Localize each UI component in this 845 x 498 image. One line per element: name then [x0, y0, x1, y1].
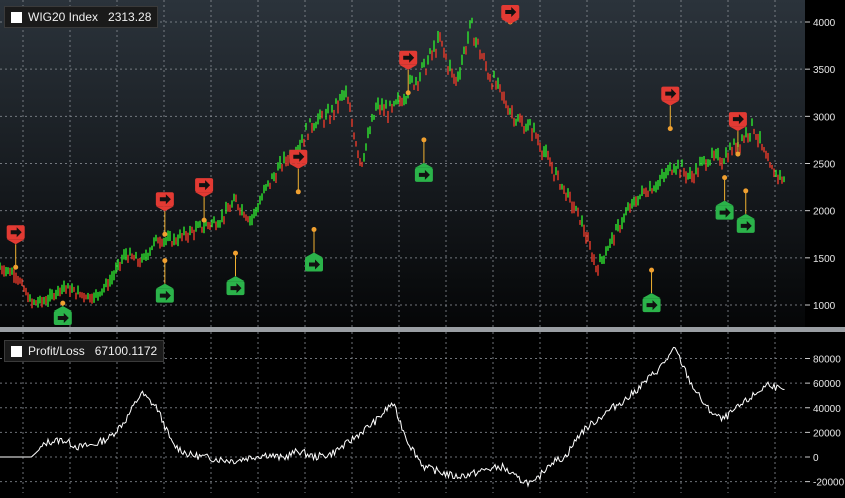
price-axis-tick-label: 3000	[813, 112, 836, 123]
buy-signal-icon	[642, 293, 661, 313]
pnl-axis-tick-label: 0	[813, 453, 819, 464]
sell-signal-icon	[661, 86, 680, 106]
buy-signal-dot	[162, 258, 168, 264]
buy-signal-dot	[233, 250, 238, 256]
price-grid	[0, 0, 805, 327]
sell-signal-icon	[728, 112, 747, 132]
sell-signal-dot	[295, 189, 301, 195]
trade-signals	[6, 5, 755, 325]
buy-signal-dot	[649, 267, 655, 273]
buy-signal-icon	[155, 283, 174, 303]
sell-signal-dot	[201, 217, 207, 223]
pnl-line	[0, 346, 785, 488]
price-series	[0, 17, 785, 309]
pnl-axis-tick-label: 40000	[813, 404, 841, 415]
price-legend-value: 2313.28	[108, 10, 152, 24]
buy-signal-dot	[311, 227, 317, 233]
sell-signal-icon	[155, 192, 174, 212]
panel-divider	[0, 327, 845, 332]
price-legend-swatch	[11, 11, 22, 23]
pnl-grid	[0, 332, 805, 493]
buy-signal-icon	[715, 200, 734, 220]
pnl-axis-tick-label: 60000	[813, 379, 841, 390]
sell-signal-dot	[13, 264, 19, 270]
buy-signal-icon	[53, 306, 72, 325]
price-axis-tick-label: 2000	[813, 207, 836, 218]
sell-signal-icon	[6, 225, 25, 245]
pnl-legend-swatch	[11, 345, 22, 357]
price-axis-tick-label: 4000	[813, 18, 836, 29]
price-axis-tick-label: 3500	[813, 65, 836, 76]
sell-signal-dot	[405, 90, 411, 96]
buy-signal-icon	[414, 162, 433, 182]
buy-signal-dot	[722, 175, 728, 181]
pnl-axis-tick-label: 80000	[813, 355, 841, 366]
price-axis-tick-label: 2500	[813, 160, 836, 171]
pnl-series	[0, 346, 785, 488]
buy-signal-dot	[743, 188, 749, 194]
price-legend: WIG20 Index 2313.28	[4, 6, 159, 28]
buy-signal-icon	[226, 276, 245, 296]
price-axis-tick-label: 1000	[813, 301, 836, 312]
sell-signal-dot	[735, 151, 741, 157]
buy-signal-icon	[305, 252, 323, 272]
pnl-legend: Profit/Loss 67100.1172	[4, 340, 165, 362]
sell-signal-dot	[667, 126, 673, 132]
sell-signal-icon	[399, 50, 418, 70]
sell-signal-icon	[195, 178, 214, 198]
price-legend-label: WIG20 Index	[28, 10, 99, 24]
price-y-axis: 1000 1500 2000 2500 3000 3500 4000	[805, 18, 836, 312]
buy-signal-dot	[60, 300, 66, 306]
sell-signal-icon	[289, 149, 308, 169]
buy-signal-dot	[421, 137, 427, 143]
price-axis-tick-label: 1500	[813, 254, 836, 265]
pnl-legend-value: 67100.1172	[94, 344, 158, 358]
pnl-axis-tick-label: 20000	[813, 428, 841, 439]
buy-signal-icon	[736, 213, 755, 233]
pnl-legend-label: Profit/Loss	[28, 344, 85, 358]
sell-signal-dot	[162, 231, 168, 237]
price-axis-background	[805, 0, 845, 327]
pnl-y-axis: -20000 0 20000 40000 60000 80000	[805, 355, 845, 489]
pnl-axis-tick-label: -20000	[813, 478, 845, 489]
sell-signal-icon	[501, 5, 520, 24]
